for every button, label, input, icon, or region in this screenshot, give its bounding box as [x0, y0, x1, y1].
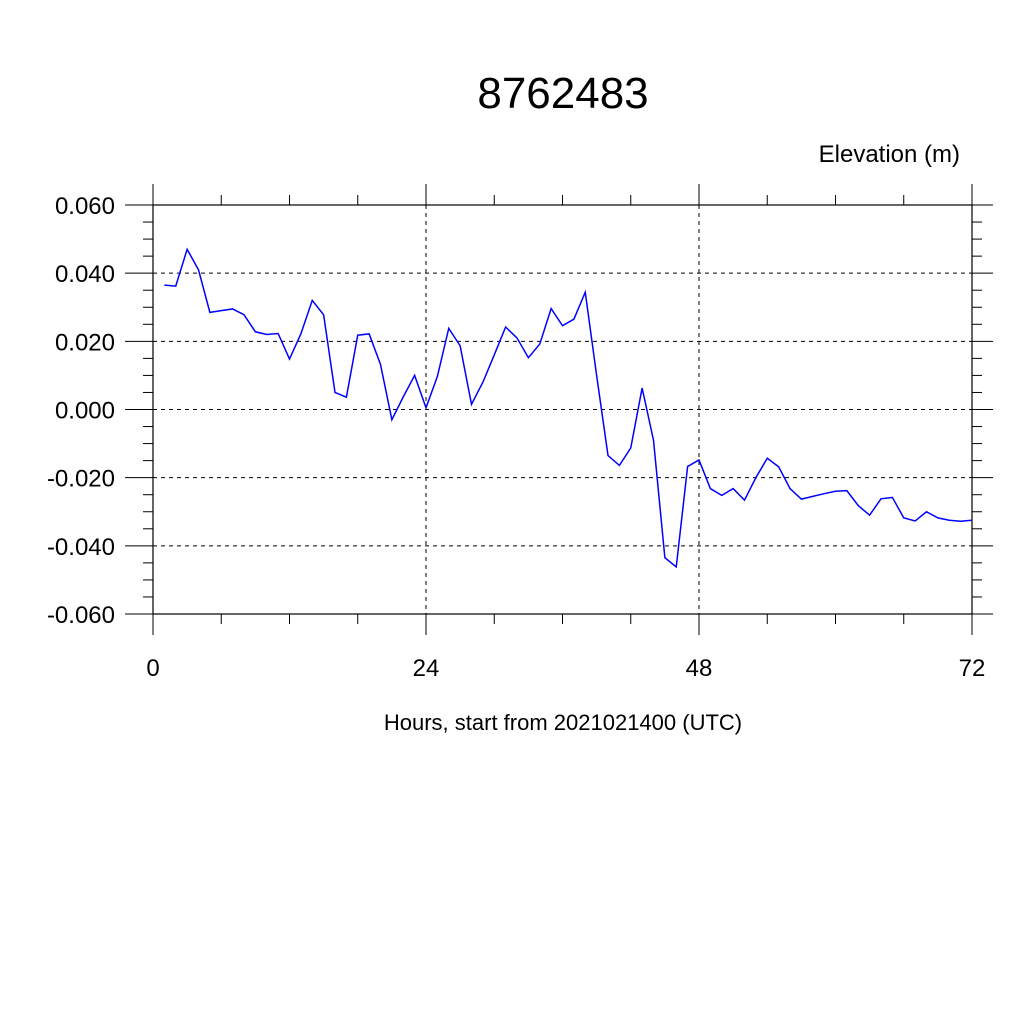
y-tick-label: 0.060	[55, 193, 115, 220]
y-tick-label: -0.020	[47, 466, 115, 493]
x-axis-label: Hours, start from 2021021400 (UTC)	[384, 710, 742, 735]
axis-ticks	[125, 184, 993, 635]
x-tick-label: 48	[686, 655, 713, 682]
x-tick-label: 0	[146, 655, 159, 682]
series-line	[164, 247, 973, 569]
y-tick-label: 0.020	[55, 329, 115, 356]
x-tick-labels: 0 24 48 72	[146, 655, 985, 682]
grid	[152, 204, 973, 615]
y-tick-labels: -0.060 -0.040 -0.020 0.000 0.020 0.040 0.060	[47, 193, 115, 629]
y-tick-label: 0.040	[55, 261, 115, 288]
chart-title: 8762483	[477, 69, 648, 118]
y-tick-label: 0.000	[55, 398, 115, 425]
x-tick-label: 24	[413, 655, 440, 682]
plot-frame	[152, 204, 973, 615]
y-tick-label: -0.060	[47, 602, 115, 629]
unit-label: Elevation (m)	[819, 141, 960, 168]
x-tick-label: 72	[959, 655, 986, 682]
series-layer	[164, 247, 973, 569]
y-tick-label: -0.040	[47, 534, 115, 561]
